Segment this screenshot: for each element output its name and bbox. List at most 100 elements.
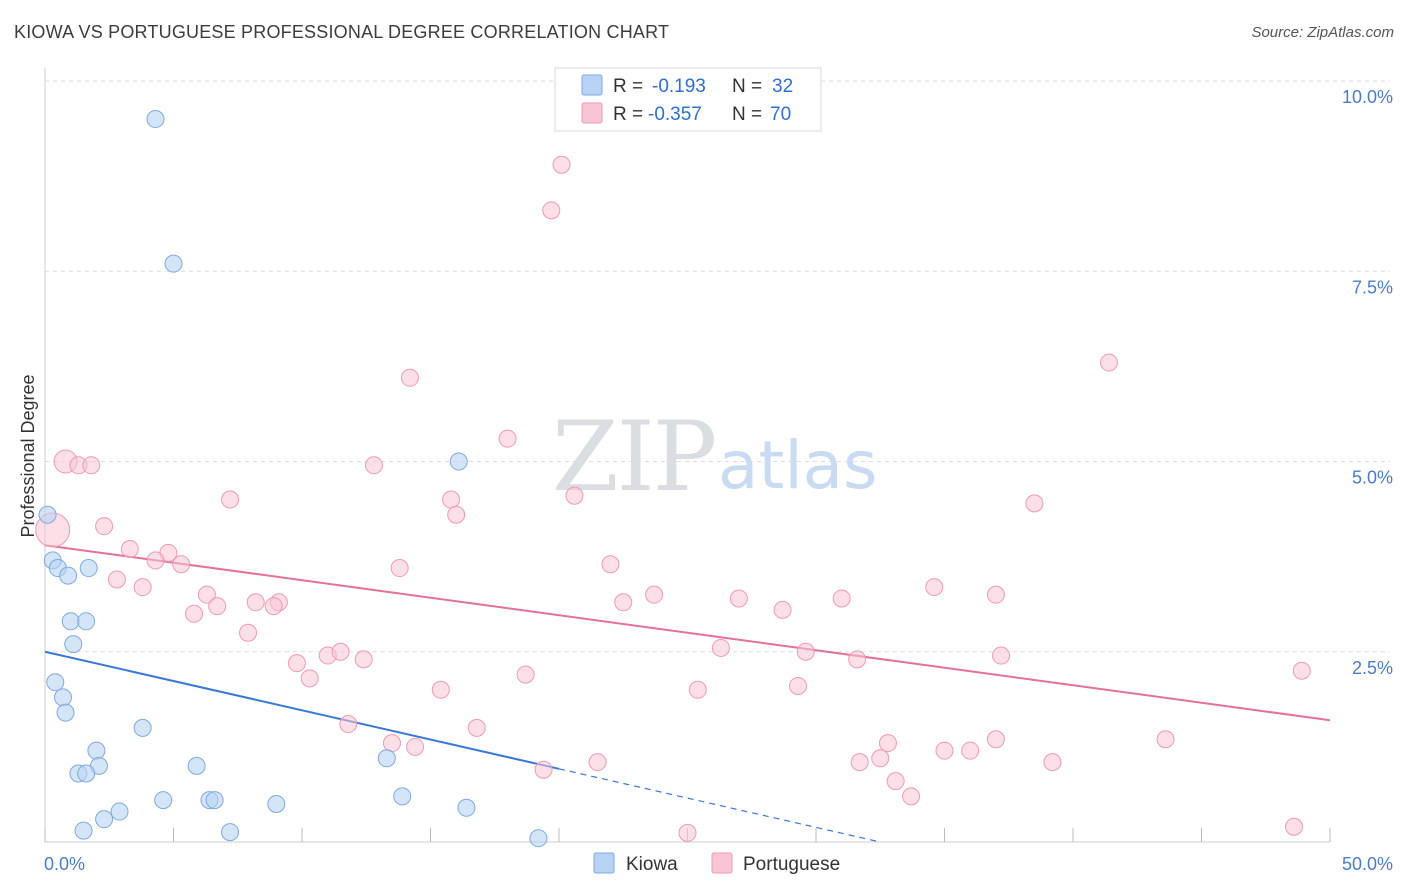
y-tick-label: 5.0% — [1352, 468, 1393, 488]
portuguese-point — [185, 604, 204, 623]
portuguese-point — [364, 456, 383, 475]
portuguese-point — [1099, 353, 1118, 372]
portuguese-point — [902, 787, 921, 806]
portuguese-point — [773, 600, 792, 619]
kiowa-point — [221, 823, 240, 842]
kiowa-point — [53, 688, 72, 707]
portuguese-point — [339, 715, 358, 734]
x-tick-label: 0.0% — [44, 854, 85, 874]
portuguese-points — [35, 155, 1311, 842]
portuguese-point — [264, 597, 283, 616]
portuguese-point — [172, 555, 191, 574]
portuguese-point — [221, 490, 240, 509]
kiowa-trend-extension — [558, 768, 881, 843]
kiowa-point — [87, 741, 106, 760]
portuguese-point — [678, 823, 697, 842]
kiowa-point — [267, 794, 286, 813]
portuguese-point — [729, 589, 748, 608]
chart-title: KIOWA VS PORTUGUESE PROFESSIONAL DEGREE … — [14, 22, 670, 42]
kiowa-trend-line — [44, 650, 560, 770]
y-tick-label: 7.5% — [1352, 277, 1393, 297]
kiowa-point — [64, 635, 83, 654]
kiowa-point — [393, 787, 412, 806]
portuguese-point — [565, 486, 584, 505]
portuguese-point — [447, 505, 466, 524]
kiowa-point — [79, 559, 98, 578]
kiowa-point — [110, 802, 129, 821]
kiowa-point — [133, 718, 152, 737]
portuguese-point — [467, 718, 486, 737]
portuguese-point — [1292, 661, 1311, 680]
portuguese-point — [588, 753, 607, 772]
kiowa-point — [154, 791, 173, 810]
portuguese-point — [601, 555, 620, 574]
portuguese-point — [886, 772, 905, 791]
portuguese-point — [1285, 817, 1304, 836]
portuguese-point — [390, 559, 409, 578]
portuguese-point — [331, 642, 350, 661]
portuguese-point — [961, 741, 980, 760]
kiowa-point — [74, 821, 93, 840]
portuguese-point — [498, 429, 517, 448]
portuguese-point — [300, 669, 319, 688]
kiowa-point — [77, 764, 96, 783]
kiowa-point — [164, 254, 183, 273]
portuguese-point — [400, 368, 419, 387]
kiowa-point — [205, 791, 224, 810]
kiowa-point — [95, 810, 114, 829]
kiowa-points — [38, 110, 548, 848]
y-tick-label: 10.0% — [1342, 87, 1393, 107]
kiowa-r-label: R = — [613, 76, 643, 97]
portuguese-point — [986, 585, 1005, 604]
portuguese-point — [354, 650, 373, 669]
portuguese-point — [133, 578, 152, 597]
portuguese-point — [95, 517, 114, 536]
kiowa-n-value: 32 — [772, 76, 793, 97]
portuguese-point — [850, 753, 869, 772]
portuguese-point — [120, 540, 139, 559]
portuguese-point — [82, 456, 101, 475]
portuguese-point — [935, 741, 954, 760]
trend-lines — [44, 544, 1331, 843]
watermark-atlas: atlas — [718, 427, 878, 504]
portuguese-point — [796, 642, 815, 661]
series-legend: Kiowa Portuguese — [593, 852, 840, 875]
portuguese-point — [552, 155, 571, 174]
stats-legend: R = -0.193 N = 32 R = -0.357 N = 70 — [554, 67, 822, 132]
kiowa-point — [449, 452, 468, 471]
kiowa-point — [38, 505, 57, 524]
portuguese-point — [406, 737, 425, 756]
axes: 2.5% 5.0% 7.5% 10.0% 0.0% 50.0% — [44, 68, 1393, 874]
portuguese-r-value: -0.357 — [648, 104, 702, 125]
portuguese-point — [688, 680, 707, 699]
portuguese-point — [382, 734, 401, 753]
portuguese-point — [925, 578, 944, 597]
kiowa-point — [377, 749, 396, 768]
portuguese-point — [645, 585, 664, 604]
x-tick-label: 50.0% — [1342, 854, 1393, 874]
portuguese-point — [1156, 730, 1175, 749]
kiowa-r-value: -0.193 — [652, 76, 706, 97]
source-credit: Source: ZipAtlas.com — [1251, 24, 1394, 41]
y-axis-label: Professional Degree — [18, 374, 38, 537]
watermark: ZIP atlas — [552, 401, 878, 513]
kiowa-point — [61, 612, 80, 631]
portuguese-point — [542, 201, 561, 220]
portuguese-r-label: R = — [613, 104, 643, 125]
portuguese-legend-swatch — [581, 102, 603, 124]
portuguese-point — [442, 490, 461, 509]
portuguese-point — [534, 760, 553, 779]
kiowa-series-label: Kiowa — [626, 854, 678, 875]
y-tick-label: 2.5% — [1352, 658, 1393, 678]
portuguese-point — [197, 585, 216, 604]
kiowa-point — [46, 673, 65, 692]
portuguese-n-label: N = — [732, 104, 762, 125]
kiowa-point — [146, 110, 165, 129]
portuguese-point — [107, 570, 126, 589]
portuguese-point — [287, 654, 306, 673]
portuguese-point — [878, 734, 897, 753]
portuguese-point — [246, 593, 265, 612]
portuguese-point — [789, 676, 808, 695]
portuguese-series-swatch — [711, 852, 733, 874]
